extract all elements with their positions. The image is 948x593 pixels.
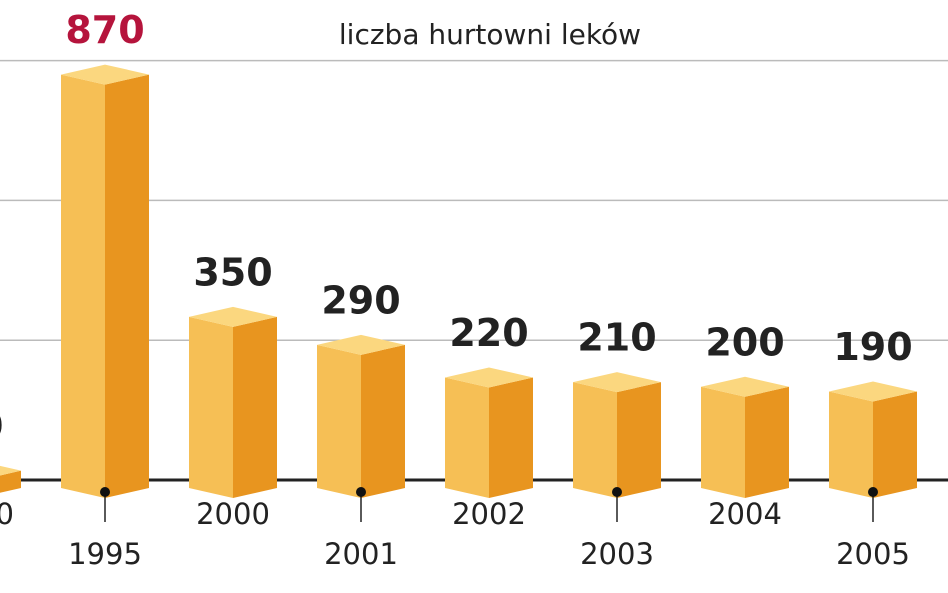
bar-side	[873, 391, 917, 498]
bar-front	[317, 344, 361, 498]
value-label: 290	[321, 278, 400, 322]
value-label: 200	[705, 320, 784, 364]
bar-side	[745, 386, 789, 498]
bar-front	[701, 386, 745, 498]
value-label: 190	[833, 325, 912, 369]
x-tick-label: 1995	[68, 537, 142, 571]
x-tick-label: 2001	[324, 537, 398, 571]
bar-front	[829, 391, 873, 498]
bar-top	[317, 334, 405, 355]
bar-top	[573, 372, 661, 393]
bar-top	[0, 465, 21, 476]
bar-side	[0, 470, 21, 493]
bar-side	[105, 74, 149, 498]
chart-title: liczba hurtowni leków	[339, 18, 641, 51]
value-label: 870	[65, 8, 144, 52]
tick-dot	[868, 487, 878, 497]
x-tick-label: 2005	[836, 537, 910, 571]
x-tick-label: 2003	[580, 537, 654, 571]
tick-dot	[356, 487, 366, 497]
bar-top	[61, 64, 149, 85]
tick-dot	[612, 487, 622, 497]
bar-top	[189, 306, 277, 327]
bar-side	[361, 344, 405, 498]
bar-front	[573, 382, 617, 498]
bar-front	[189, 316, 233, 498]
x-tick-label: 1990	[0, 497, 14, 531]
x-tick-label: 2002	[452, 497, 526, 531]
bar-front	[445, 377, 489, 498]
x-tick-label: 2000	[196, 497, 270, 531]
bar-side	[489, 377, 533, 498]
bar-front	[61, 74, 105, 498]
tick-dot	[100, 487, 110, 497]
x-tick-label: 2004	[708, 497, 782, 531]
bar-top	[829, 381, 917, 402]
bar-top	[701, 376, 789, 397]
value-label: 210	[577, 316, 656, 360]
bar-top	[445, 367, 533, 388]
value-label: 350	[193, 250, 272, 294]
value-label: 220	[449, 311, 528, 355]
bar-side	[617, 382, 661, 498]
bar-side	[233, 316, 277, 498]
value-label: 20	[0, 404, 3, 448]
